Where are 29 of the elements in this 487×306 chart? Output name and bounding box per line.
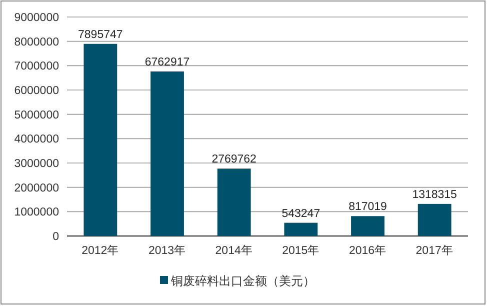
x-tick-label: 2017年	[416, 244, 454, 257]
data-label: 543247	[282, 208, 320, 220]
data-label: 817019	[348, 201, 387, 214]
x-tick-label: 2016年	[348, 244, 387, 257]
y-tick-label: 4000000	[14, 134, 59, 146]
x-tick-label: 2015年	[282, 244, 320, 257]
y-tick-label: 9000000	[14, 12, 59, 24]
y-tick-label: 3000000	[14, 158, 59, 170]
y-tick-label: 7000000	[14, 60, 59, 73]
y-tick-label: 0	[52, 231, 59, 243]
y-tick-label: 2000000	[14, 182, 59, 194]
bar	[418, 204, 452, 236]
bar	[351, 216, 384, 236]
y-tick-label: 1000000	[14, 206, 59, 219]
bar	[84, 44, 118, 236]
legend: 铜废碎料出口金额（美元）	[160, 274, 315, 288]
y-tick-label: 8000000	[14, 36, 59, 48]
data-label: 2769762	[212, 154, 256, 166]
data-label: 7895747	[78, 28, 123, 41]
x-tick-label: 2012年	[82, 244, 120, 257]
y-tick-label: 6000000	[14, 85, 59, 97]
bar	[150, 71, 184, 236]
bar	[217, 168, 251, 236]
x-tick-label: 2014年	[215, 244, 253, 257]
y-tick-label: 5000000	[14, 109, 59, 122]
bar	[284, 222, 318, 236]
x-tick-label: 2013年	[148, 244, 186, 257]
data-label: 1318315	[412, 188, 457, 201]
data-label: 6762917	[144, 56, 190, 68]
